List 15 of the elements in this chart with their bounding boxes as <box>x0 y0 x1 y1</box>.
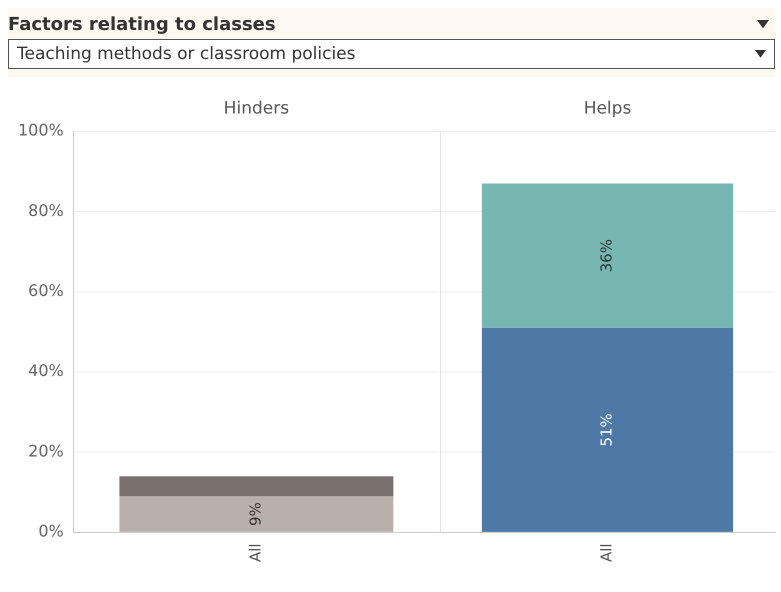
x-tick-label: All <box>597 543 616 562</box>
y-tick-label: 40% <box>28 361 64 380</box>
x-tick-label: All <box>246 543 264 562</box>
y-tick-label: 80% <box>28 200 64 220</box>
y-tick-label: 0% <box>38 522 64 541</box>
chart-title: Helps <box>584 98 632 119</box>
text: Factors relating to classes <box>8 14 276 35</box>
y-tick-label: 100% <box>18 120 64 140</box>
y-tick-label: 20% <box>28 441 64 460</box>
y-tick-label: 60% <box>28 280 64 300</box>
chart-title: Hinders <box>224 98 290 119</box>
data-label: 51% <box>597 413 616 447</box>
text: Teaching methods or classroom policies <box>17 44 356 64</box>
data-label: 36% <box>597 239 616 272</box>
data-label: 9% <box>246 502 264 526</box>
